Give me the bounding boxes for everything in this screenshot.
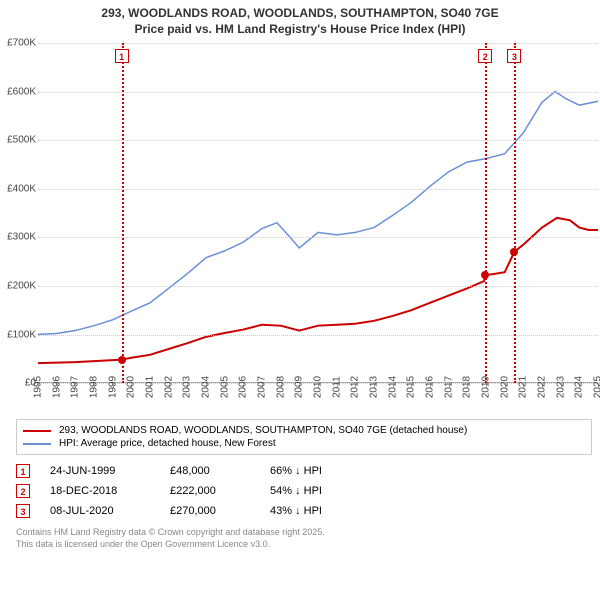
y-axis-label: £600K (0, 86, 36, 97)
event-row: 1 24-JUN-1999 £48,000 66% ↓ HPI (16, 461, 592, 481)
event-note: 43% ↓ HPI (270, 505, 322, 517)
event-table: 1 24-JUN-1999 £48,000 66% ↓ HPI 2 18-DEC-2018… (16, 461, 592, 521)
legend-row: 293, WOODLANDS ROAD, WOODLANDS, SOUTHAMP… (23, 424, 585, 437)
x-axis-label: 2022 (537, 376, 548, 398)
legend: 293, WOODLANDS ROAD, WOODLANDS, SOUTHAMP… (16, 419, 592, 455)
x-axis-label: 2003 (182, 376, 193, 398)
event-price: £270,000 (170, 505, 250, 517)
legend-row: HPI: Average price, detached house, New … (23, 437, 585, 450)
x-axis-label: 2002 (163, 376, 174, 398)
plot-region: £0£100K£200K£300K£400K£500K£600K£700K199… (38, 43, 598, 383)
y-axis-label: £200K (0, 281, 36, 292)
y-axis-label: £700K (0, 38, 36, 49)
event-marker-box: 2 (478, 49, 492, 63)
event-price: £222,000 (170, 485, 250, 497)
event-date: 24-JUN-1999 (50, 465, 150, 477)
x-axis-label: 2024 (574, 376, 585, 398)
event-marker-box: 3 (507, 49, 521, 63)
x-axis-label: 2000 (126, 376, 137, 398)
x-axis-label: 2020 (499, 376, 510, 398)
x-axis-label: 2008 (275, 376, 286, 398)
x-axis-label: 2007 (257, 376, 268, 398)
legend-swatch (23, 430, 51, 432)
event-marker-dot (481, 271, 489, 279)
event-note: 66% ↓ HPI (270, 465, 322, 477)
event-date: 08-JUL-2020 (50, 505, 150, 517)
legend-label: HPI: Average price, detached house, New … (59, 438, 276, 449)
y-axis-label: £500K (0, 135, 36, 146)
x-axis-label: 2011 (331, 376, 342, 398)
x-axis-label: 1997 (70, 376, 81, 398)
y-axis-label: £100K (0, 329, 36, 340)
footer-line1: Contains HM Land Registry data © Crown c… (16, 527, 592, 539)
x-axis-label: 1995 (33, 376, 44, 398)
event-marker-line (122, 43, 124, 383)
x-axis-label: 1996 (51, 376, 62, 398)
legend-label: 293, WOODLANDS ROAD, WOODLANDS, SOUTHAMP… (59, 425, 467, 436)
event-number-box: 2 (16, 484, 30, 498)
y-axis-label: £400K (0, 183, 36, 194)
x-axis-label: 2018 (462, 376, 473, 398)
title-line2: Price paid vs. HM Land Registry's House … (10, 22, 590, 38)
y-axis-label: £300K (0, 232, 36, 243)
x-axis-label: 2010 (313, 376, 324, 398)
event-row: 3 08-JUL-2020 £270,000 43% ↓ HPI (16, 501, 592, 521)
event-price: £48,000 (170, 465, 250, 477)
x-axis-label: 2023 (555, 376, 566, 398)
x-axis-label: 1999 (107, 376, 118, 398)
x-axis-label: 2006 (238, 376, 249, 398)
x-axis-label: 2017 (443, 376, 454, 398)
event-marker-dot (118, 356, 126, 364)
x-axis-label: 2014 (387, 376, 398, 398)
event-number-box: 1 (16, 464, 30, 478)
event-marker-dot (510, 248, 518, 256)
x-axis-label: 2012 (350, 376, 361, 398)
legend-swatch (23, 443, 51, 445)
footer-attribution: Contains HM Land Registry data © Crown c… (16, 527, 592, 550)
x-axis-label: 2016 (425, 376, 436, 398)
x-axis-label: 2025 (593, 376, 600, 398)
event-date: 18-DEC-2018 (50, 485, 150, 497)
x-axis-label: 2005 (219, 376, 230, 398)
x-axis-label: 2001 (145, 376, 156, 398)
event-marker-box: 1 (115, 49, 129, 63)
x-axis-label: 2015 (406, 376, 417, 398)
x-axis-label: 2021 (518, 376, 529, 398)
x-axis-label: 1998 (89, 376, 100, 398)
chart-title: 293, WOODLANDS ROAD, WOODLANDS, SOUTHAMP… (0, 0, 600, 39)
event-row: 2 18-DEC-2018 £222,000 54% ↓ HPI (16, 481, 592, 501)
chart-area: £0£100K£200K£300K£400K£500K£600K£700K199… (0, 43, 600, 413)
event-note: 54% ↓ HPI (270, 485, 322, 497)
title-line1: 293, WOODLANDS ROAD, WOODLANDS, SOUTHAMP… (10, 6, 590, 22)
x-axis-label: 2009 (294, 376, 305, 398)
event-marker-line (514, 43, 516, 383)
y-axis-label: £0 (0, 378, 36, 389)
x-axis-label: 2013 (369, 376, 380, 398)
event-number-box: 3 (16, 504, 30, 518)
event-marker-line (485, 43, 487, 383)
footer-line2: This data is licensed under the Open Gov… (16, 539, 592, 551)
x-axis-label: 2004 (201, 376, 212, 398)
